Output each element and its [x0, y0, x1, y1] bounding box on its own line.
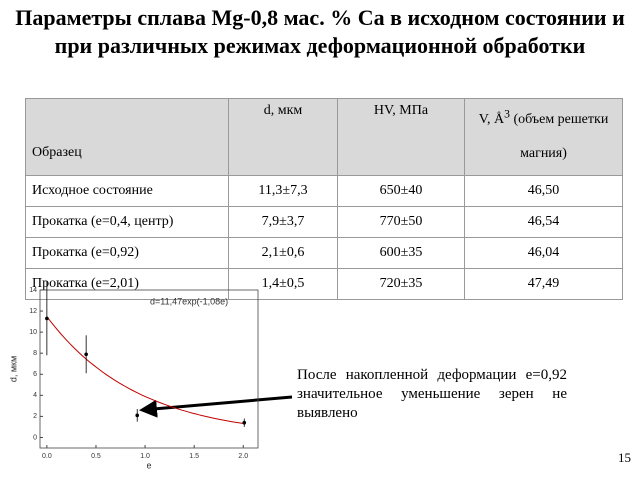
- table-cell: Прокатка (e=2,01): [25, 268, 229, 300]
- y-tick-label: 12: [29, 308, 37, 315]
- table-cell: 770±50: [337, 206, 465, 238]
- y-tick-label: 14: [29, 287, 37, 294]
- point: [135, 413, 140, 418]
- table-cell: Прокатка (e=0,92): [25, 237, 229, 269]
- table-row: Прокатка (e=0,4, центр) 7,9±3,7 770±50 46,5…: [25, 206, 623, 238]
- plot-frame: [39, 289, 259, 449]
- fit-label: d=11,47exp(-1,08e): [150, 296, 228, 306]
- table-cell: 11,3±7,3: [228, 175, 338, 207]
- header-note: (объем решетки магния): [513, 112, 609, 161]
- y-tick-label: 10: [29, 329, 37, 336]
- table-cell: 1,4±0,5: [228, 268, 338, 300]
- table-cell: 47,49: [464, 268, 623, 300]
- header-cell: HV, МПа: [337, 98, 465, 176]
- y-tick-label: 4: [33, 392, 37, 399]
- table-row: Прокатка (e=0,92) 2,1±0,6 600±35 46,04: [25, 237, 623, 269]
- table: Образец d, мкм HV, МПа V, Å3 (объем реше…: [25, 98, 623, 300]
- y-tick-label: 6: [33, 371, 37, 378]
- x-tick-label: 0.0: [42, 453, 52, 460]
- table-cell: 46,50: [464, 175, 623, 207]
- x-tick-label: 2.0: [238, 453, 248, 460]
- point: [84, 352, 88, 357]
- title: Параметры сплава Mg-0,8 мас. % Ca в исхо…: [15, 5, 625, 58]
- table-cell: 650±40: [337, 175, 465, 207]
- header-row: Образец d, мкм HV, МПа V, Å3 (объем реше…: [25, 98, 623, 176]
- table-cell: Прокатка (e=0,4, центр): [25, 206, 229, 238]
- y-tick-label: 8: [33, 350, 37, 357]
- header-cell: Образец: [25, 98, 229, 176]
- table-row: Исходное состояние 11,3±7,3 650±40 46,50: [25, 175, 623, 207]
- x-axis-label: e: [146, 460, 151, 470]
- y-axis-label: d, мкм: [8, 356, 18, 382]
- x-tick-label: 1.5: [189, 453, 199, 460]
- table-cell: 720±35: [337, 268, 465, 300]
- page-number: 15: [618, 450, 631, 465]
- header-sup: 3: [504, 107, 510, 121]
- table-row: Прокатка (e=2,01) 1,4±0,5 720±35 47,49: [25, 268, 623, 300]
- annotation: После накопленной деформации e=0,92 знач…: [297, 367, 567, 421]
- header-text: V, Å: [478, 112, 505, 127]
- header-cell: V, Å3 (объем решетки магния): [464, 98, 623, 176]
- header-cell: d, мкм: [228, 98, 338, 176]
- table-cell: Исходное состояние: [25, 175, 229, 207]
- x-tick-label: 1.0: [140, 453, 150, 460]
- y-tick-label: 0: [33, 434, 37, 441]
- point: [242, 420, 247, 425]
- x-tick-label: 0.5: [91, 453, 101, 460]
- point: [45, 316, 49, 321]
- y-tick-label: 2: [33, 413, 37, 420]
- arrow: [139, 395, 293, 418]
- table-cell: 7,9±3,7: [228, 206, 338, 238]
- table-cell: 46,54: [464, 206, 623, 238]
- fit-curve: [46, 316, 246, 425]
